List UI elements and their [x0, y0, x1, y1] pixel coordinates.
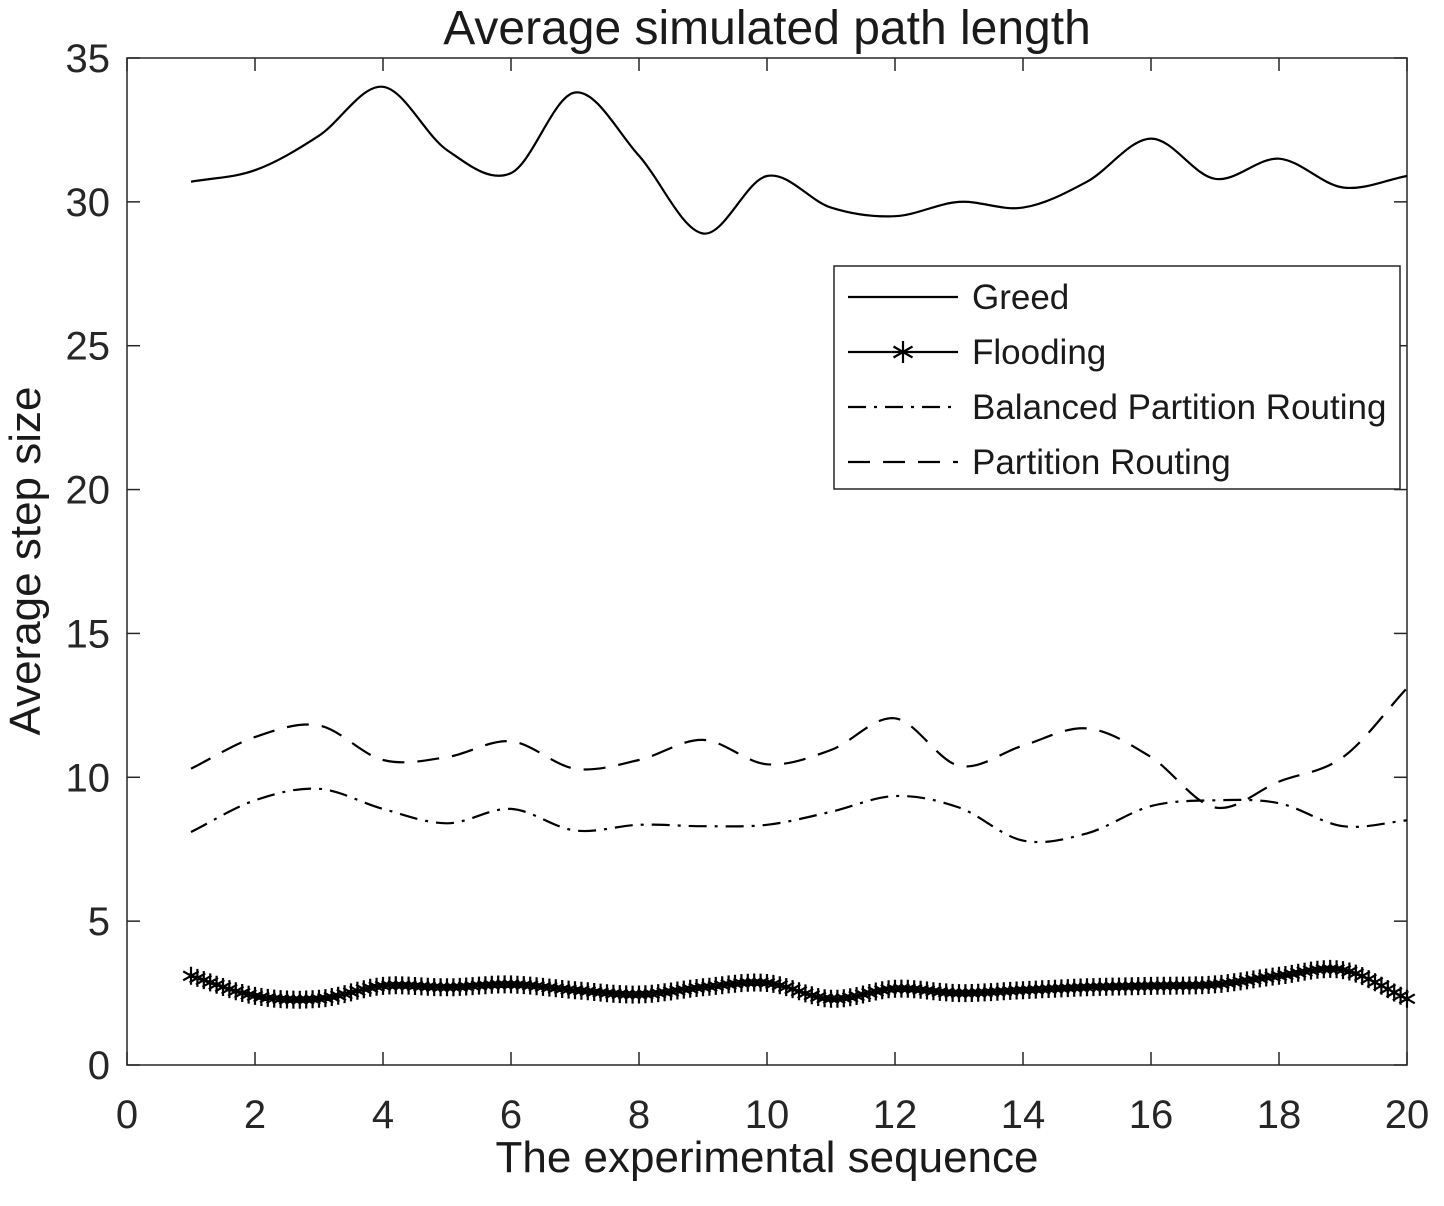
legend-label: Greed — [972, 278, 1069, 317]
legend-item-flooding: Flooding — [848, 333, 1106, 372]
series-line-partition-routing — [190, 687, 1408, 810]
x-axis-label: The experimental sequence — [496, 1133, 1039, 1182]
y-tick-label: 15 — [66, 612, 111, 656]
legend-item-greed: Greed — [848, 278, 1069, 317]
y-tick-label: 0 — [88, 1044, 110, 1088]
legend-label: Balanced Partition Routing — [972, 388, 1386, 427]
series-markers-flooding — [182, 959, 1416, 1009]
x-tick-label: 4 — [372, 1093, 394, 1137]
x-tick-label: 18 — [1257, 1093, 1302, 1137]
x-tick-label: 0 — [116, 1093, 138, 1137]
x-tick-labels: 0 2 4 6 8 10 12 14 16 18 20 — [116, 1093, 1429, 1137]
y-tick-label: 25 — [66, 325, 111, 369]
x-tick-label: 14 — [1001, 1093, 1046, 1137]
x-tick-label: 10 — [745, 1093, 790, 1137]
y-tick-label: 35 — [66, 37, 111, 81]
axis-ticks — [126, 57, 1408, 1066]
legend-label: Flooding — [972, 333, 1106, 372]
x-tick-label: 2 — [244, 1093, 266, 1137]
series-line-balanced-partition-routing — [190, 787, 1408, 844]
y-tick-labels: 0 5 10 15 20 25 30 35 — [66, 37, 111, 1088]
y-tick-label: 5 — [88, 900, 110, 944]
chart-title: Average simulated path length — [443, 2, 1091, 55]
legend-item-balanced-partition-routing: Balanced Partition Routing — [848, 388, 1386, 427]
series-line-greed — [190, 85, 1408, 235]
x-tick-label: 12 — [873, 1093, 918, 1137]
x-tick-label: 20 — [1385, 1093, 1430, 1137]
x-tick-label: 6 — [500, 1093, 522, 1137]
y-tick-label: 10 — [66, 756, 111, 800]
x-tick-label: 8 — [628, 1093, 650, 1137]
y-axis-label: Average step size — [1, 387, 50, 736]
asterisk-marker-icon — [892, 341, 914, 363]
plot-border — [126, 57, 1408, 1066]
x-tick-label: 16 — [1129, 1093, 1174, 1137]
legend-label: Partition Routing — [972, 443, 1231, 482]
legend-item-partition-routing: Partition Routing — [848, 443, 1231, 482]
y-tick-label: 30 — [66, 181, 111, 225]
plot-series — [182, 85, 1416, 1009]
legend: Greed Flooding Balanced Partition Routin… — [833, 265, 1401, 490]
legend-frame — [833, 265, 1401, 490]
y-tick-label: 20 — [66, 469, 111, 513]
